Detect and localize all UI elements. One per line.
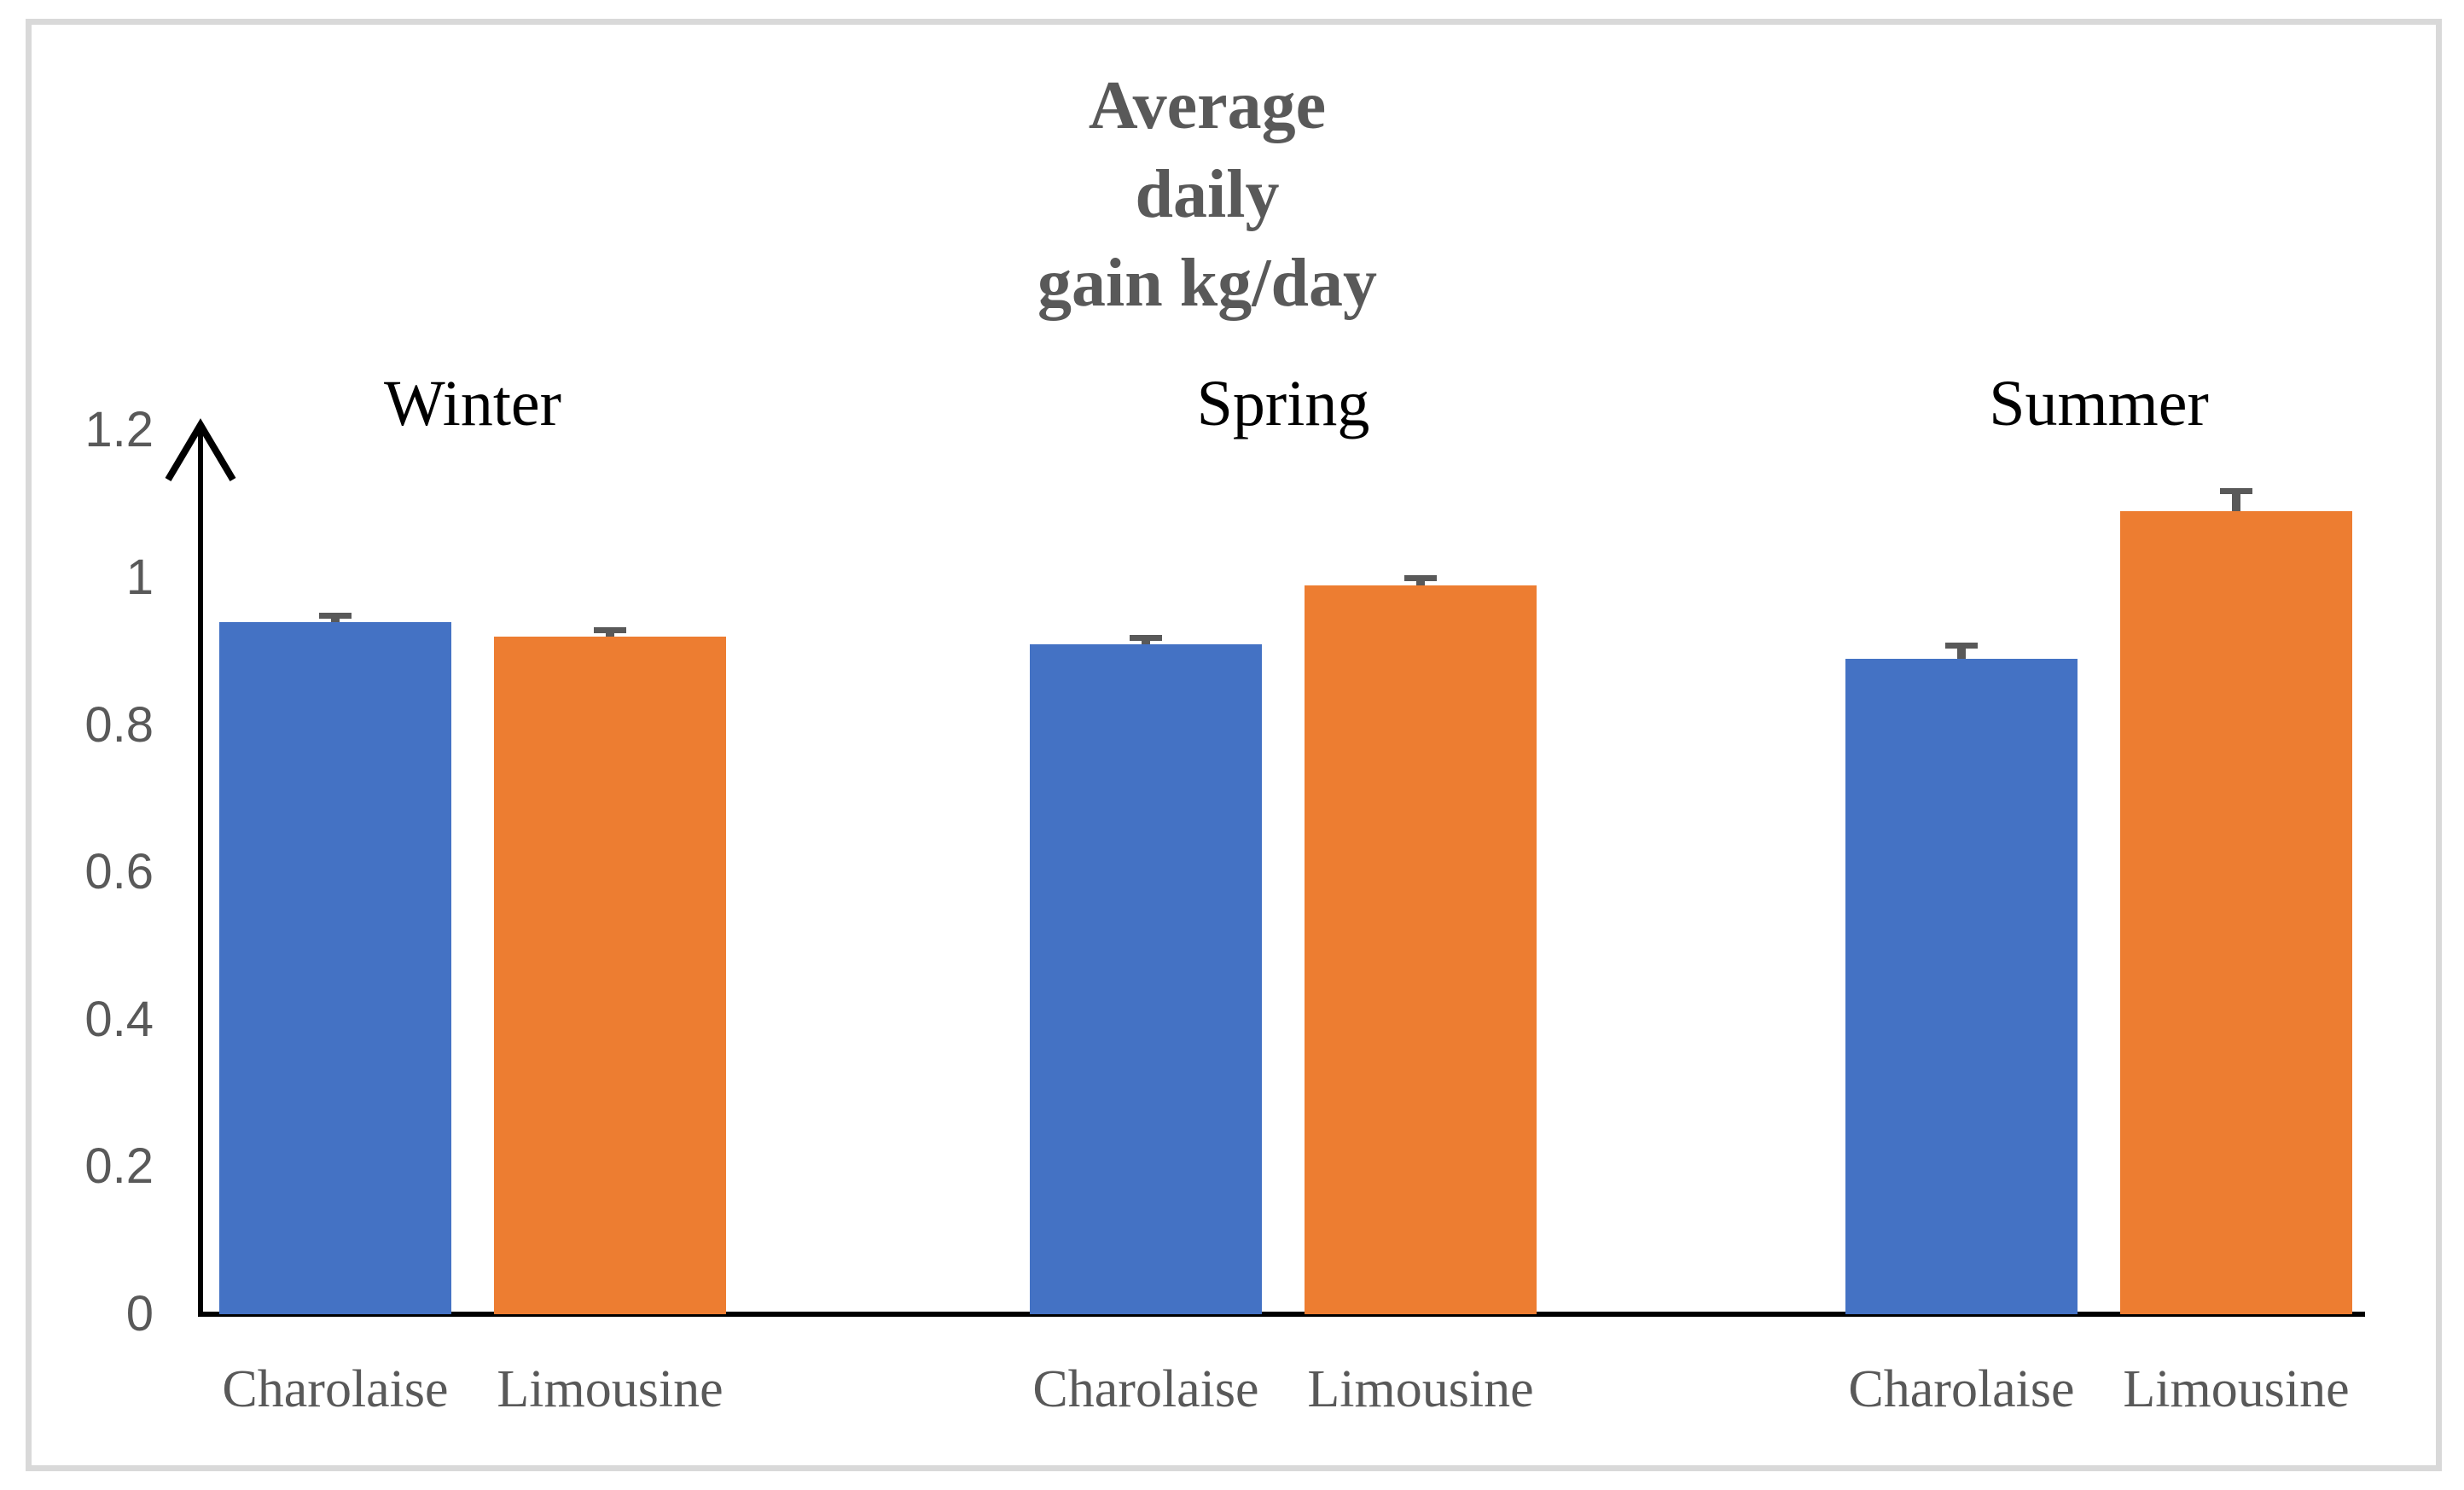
y-tick-label: 0.6 <box>84 844 154 900</box>
error-bar-cap <box>319 613 352 620</box>
category-label-limousine: Limousine <box>2123 1360 2350 1418</box>
figure-border <box>26 19 2442 1471</box>
error-bar-cap <box>1404 574 1437 581</box>
error-bar-cap <box>2220 487 2252 494</box>
y-tick-label: 1 <box>125 550 154 605</box>
error-bar-whisker <box>1416 580 1425 585</box>
error-bar-cap <box>1130 635 1162 642</box>
bar-limousine-winter <box>494 637 726 1314</box>
category-label-limousine: Limousine <box>1307 1360 1534 1418</box>
y-axis-arrowhead-icon <box>165 418 236 482</box>
error-bar-whisker <box>606 632 614 637</box>
error-bar-whisker <box>1957 648 1966 659</box>
bar-charolaise-spring <box>1030 643 1262 1314</box>
chart-title-line: Average <box>1088 68 1327 143</box>
bar-limousine-summer <box>2120 511 2352 1314</box>
y-tick-label: 0 <box>125 1286 154 1342</box>
error-bar-whisker <box>2232 493 2240 512</box>
chart-title-line: gain kg/day <box>1037 246 1377 321</box>
category-label-charolaise: Charolaise <box>1032 1360 1259 1418</box>
season-label-summer: Summer <box>1989 368 2209 439</box>
bar-charolaise-winter <box>219 621 451 1314</box>
category-label-charolaise: Charolaise <box>222 1360 449 1418</box>
error-bar-cap <box>1945 642 1978 649</box>
bar-limousine-spring <box>1305 585 1537 1314</box>
chart-title: Average daily gain kg/day <box>1037 61 1377 328</box>
error-bar-whisker <box>331 619 340 622</box>
error-bar-cap <box>594 626 626 633</box>
y-axis-line <box>198 425 203 1317</box>
y-tick-label: 0.8 <box>84 696 154 753</box>
error-bar-whisker <box>1142 641 1150 644</box>
bar-charolaise-summer <box>1845 658 2078 1314</box>
y-tick-label: 0.4 <box>84 991 154 1047</box>
y-tick-label: 0.2 <box>84 1138 154 1195</box>
season-label-spring: Spring <box>1196 368 1370 439</box>
category-label-charolaise: Charolaise <box>1848 1360 2075 1418</box>
category-label-limousine: Limousine <box>497 1360 724 1418</box>
x-axis-line <box>198 1312 2365 1317</box>
chart-title-line: daily <box>1135 157 1280 232</box>
y-tick-label: 1.2 <box>84 402 154 458</box>
season-label-winter: Winter <box>384 368 561 439</box>
